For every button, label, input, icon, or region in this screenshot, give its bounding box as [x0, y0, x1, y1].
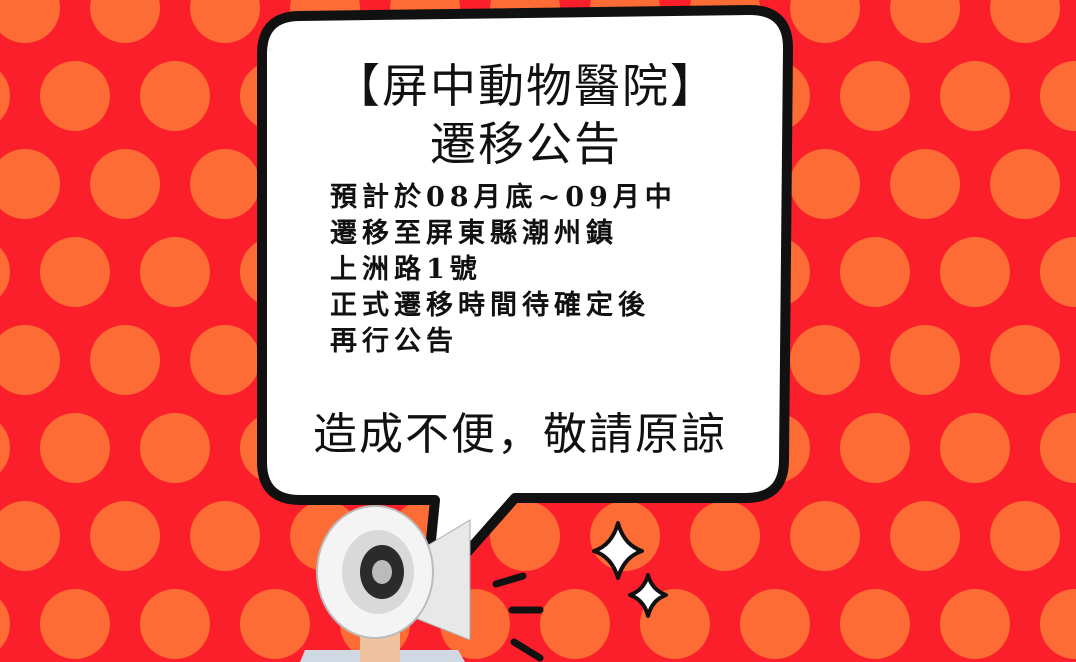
polka-dot — [140, 413, 210, 483]
polka-dot — [740, 589, 810, 659]
polka-dot — [790, 325, 860, 395]
polka-dot — [140, 589, 210, 659]
polka-dot — [640, 589, 710, 659]
polka-dot — [0, 501, 60, 571]
polka-dot — [90, 149, 160, 219]
polka-dot — [90, 501, 160, 571]
polka-dot — [1040, 61, 1076, 131]
polka-dot — [1040, 589, 1076, 659]
polka-dot — [990, 149, 1060, 219]
polka-dot — [140, 237, 210, 307]
polka-dot — [190, 501, 260, 571]
polka-dot — [0, 247, 10, 297]
polka-dot — [790, 0, 860, 43]
polka-dot — [790, 149, 860, 219]
megaphone-icon — [300, 505, 471, 662]
polka-dot — [0, 325, 60, 395]
body-line: 正式遷移時間待確定後 — [330, 290, 650, 321]
polka-dot — [840, 589, 910, 659]
polka-dot — [0, 71, 10, 121]
polka-dot — [990, 0, 1060, 43]
polka-dot — [0, 149, 60, 219]
polka-dot — [940, 61, 1010, 131]
polka-dot — [540, 589, 610, 659]
body-line: 上洲路1號 — [330, 254, 482, 285]
body-line: 再行公告 — [330, 326, 458, 357]
polka-dot — [1040, 237, 1076, 307]
polka-dot — [790, 501, 860, 571]
announcement-title: 【屏中動物醫院】 — [334, 59, 718, 113]
polka-dot — [0, 423, 10, 473]
polka-dot — [840, 61, 910, 131]
polka-dot — [990, 501, 1060, 571]
polka-dot — [190, 325, 260, 395]
body-line: 預計於08月底~09月中 — [330, 182, 677, 213]
polka-dot — [840, 413, 910, 483]
polka-dot — [140, 61, 210, 131]
polka-dot — [40, 61, 110, 131]
polka-dot — [40, 589, 110, 659]
polka-dot — [40, 413, 110, 483]
apology-text: 造成不便，敬請原諒 — [313, 409, 727, 460]
polka-dot — [840, 237, 910, 307]
polka-dot — [40, 237, 110, 307]
polka-dot — [1040, 413, 1076, 483]
body-line: 遷移至屏東縣潮州鎮 — [330, 218, 618, 249]
polka-dot — [890, 0, 960, 43]
polka-dot — [890, 149, 960, 219]
polka-dot — [490, 501, 560, 571]
polka-dot — [940, 237, 1010, 307]
sparkle-icon — [592, 521, 668, 618]
polka-dot — [240, 589, 310, 659]
burst-lines-icon — [492, 572, 544, 662]
polka-dot — [90, 325, 160, 395]
polka-dot — [0, 599, 10, 649]
polka-dot — [190, 149, 260, 219]
polka-dot — [190, 0, 260, 43]
announcement-subtitle: 遷移公告 — [430, 117, 622, 171]
polka-dot — [890, 501, 960, 571]
polka-dot — [690, 501, 760, 571]
polka-dot — [940, 589, 1010, 659]
polka-dot — [0, 0, 60, 43]
polka-dot — [940, 413, 1010, 483]
polka-dot — [890, 325, 960, 395]
polka-dot — [90, 0, 160, 43]
polka-dot — [990, 325, 1060, 395]
